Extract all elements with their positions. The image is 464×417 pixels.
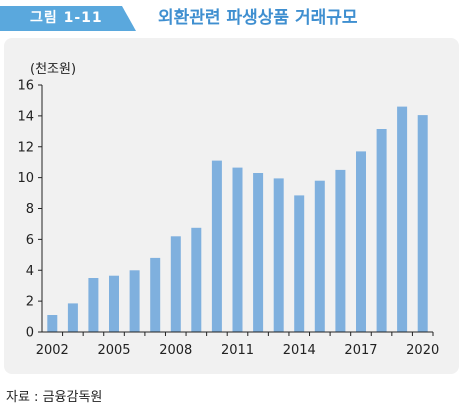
bar-2008 xyxy=(171,236,181,332)
bar-2006 xyxy=(130,270,140,332)
y-tick-label: 8 xyxy=(26,202,34,217)
bar-2019 xyxy=(397,107,407,332)
y-tick-label: 2 xyxy=(26,295,34,310)
y-axis-unit-label: (천조원) xyxy=(30,62,76,77)
y-tick-label: 10 xyxy=(17,171,34,186)
bar-2016 xyxy=(335,170,345,332)
bar-2011 xyxy=(233,168,243,332)
bar-2015 xyxy=(315,181,325,332)
y-tick-label: 6 xyxy=(26,233,34,248)
x-tick-label: 2014 xyxy=(283,343,316,358)
y-tick-label: 0 xyxy=(26,326,34,341)
source-note: 자료 : 금융감독원 xyxy=(6,386,102,405)
y-tick-label: 14 xyxy=(17,109,34,124)
bar-2017 xyxy=(356,151,366,332)
x-tick-label: 2017 xyxy=(344,343,377,358)
axes-group: 0 2 4 6 8 10 12 14 16 2002 2005 2008 2011 2014 2017 202… xyxy=(17,79,439,359)
x-tick-label: 2005 xyxy=(97,343,130,358)
bar-2010 xyxy=(212,161,222,332)
y-tick-label: 12 xyxy=(17,140,34,155)
bar-2020 xyxy=(418,115,428,332)
bar-2003 xyxy=(68,303,78,332)
y-tick-label: 4 xyxy=(26,264,34,279)
x-tick-label: 2002 xyxy=(36,343,69,358)
bar-2018 xyxy=(377,129,387,332)
bar-2014 xyxy=(294,195,304,332)
x-tick-label: 2011 xyxy=(221,343,254,358)
x-tick-label: 2020 xyxy=(406,343,439,358)
bar-2012 xyxy=(253,173,263,332)
bar-2005 xyxy=(109,276,119,332)
bars-group xyxy=(47,107,427,332)
y-tick-label: 16 xyxy=(17,79,34,94)
bar-2004 xyxy=(88,278,98,332)
x-tick-label: 2008 xyxy=(159,343,192,358)
bar-2002 xyxy=(47,315,57,332)
bar-2009 xyxy=(191,228,201,332)
bar-2007 xyxy=(150,258,160,332)
bar-2013 xyxy=(274,178,284,332)
